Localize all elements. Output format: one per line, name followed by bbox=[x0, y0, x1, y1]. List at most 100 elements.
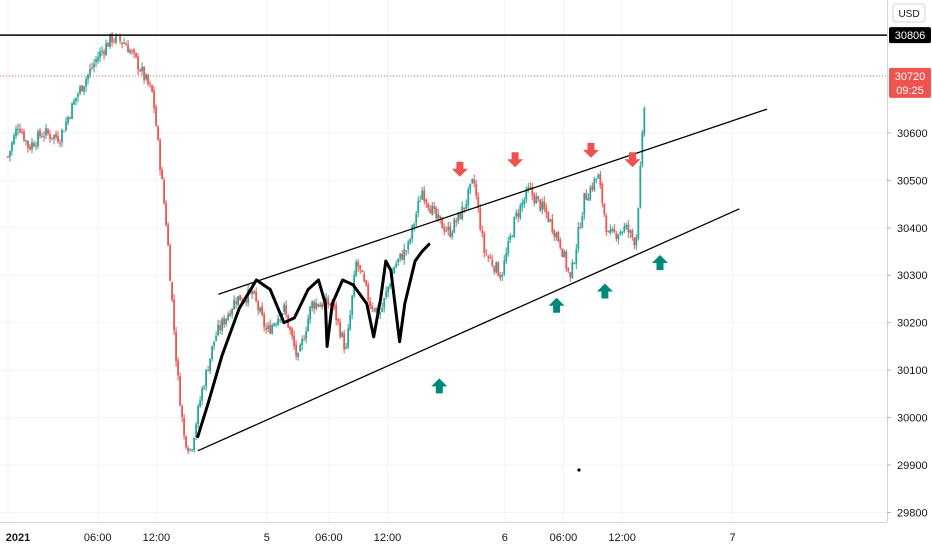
candle-body bbox=[255, 291, 258, 301]
candle-body bbox=[217, 325, 220, 335]
candle-body bbox=[501, 275, 504, 277]
candle-body bbox=[393, 267, 396, 274]
candle-body bbox=[235, 301, 238, 304]
candle-body bbox=[529, 187, 532, 189]
candle-body bbox=[67, 117, 69, 123]
candle-body bbox=[641, 132, 644, 166]
price-tick-label: 29900 bbox=[897, 460, 928, 472]
candle-body bbox=[223, 318, 226, 325]
time-axis[interactable]: 2021 06:00 12:00 5 06:00 12:00 6 06:00 12:00 7 bbox=[6, 532, 736, 544]
candle-body bbox=[567, 267, 570, 271]
candle-body bbox=[469, 183, 472, 190]
candle-body bbox=[11, 142, 13, 152]
candle-body bbox=[359, 265, 362, 270]
candle-body bbox=[271, 325, 274, 334]
candle-body bbox=[133, 49, 135, 53]
candle-body bbox=[551, 219, 554, 232]
candle-body bbox=[449, 226, 452, 237]
channel-upper-trendline bbox=[218, 108, 768, 295]
candle-body bbox=[593, 178, 596, 191]
candle-body bbox=[579, 227, 582, 229]
candle-body bbox=[193, 438, 195, 451]
candle-body bbox=[577, 227, 580, 249]
candle-body bbox=[459, 212, 462, 219]
candle-body bbox=[399, 253, 402, 259]
candle-body bbox=[229, 313, 232, 316]
candle-body bbox=[17, 128, 19, 130]
candle-body bbox=[537, 195, 540, 199]
candle-body bbox=[123, 42, 125, 44]
candle-body bbox=[465, 204, 468, 209]
candle-body bbox=[147, 74, 149, 85]
candle-body bbox=[623, 226, 626, 232]
price-axis[interactable]: 29800 29900 30000 30100 30200 30300 30400 30500… bbox=[887, 128, 928, 520]
grid-layer bbox=[0, 0, 887, 522]
candle-body bbox=[197, 405, 199, 424]
candle-body bbox=[289, 327, 292, 330]
candle-body bbox=[599, 174, 602, 186]
candle-body bbox=[423, 190, 426, 201]
candle-body bbox=[361, 270, 364, 273]
candle-body bbox=[165, 202, 167, 226]
candle-body bbox=[111, 33, 113, 43]
time-tick-label: 7 bbox=[729, 532, 735, 544]
candle-body bbox=[169, 245, 171, 281]
candle-body bbox=[305, 331, 308, 339]
time-tick-label: 5 bbox=[264, 532, 270, 544]
candle-body bbox=[207, 370, 209, 372]
price-tick-label: 30100 bbox=[897, 365, 928, 377]
candle-body bbox=[483, 233, 486, 253]
candle-body bbox=[325, 297, 328, 303]
candle-body bbox=[489, 256, 492, 259]
candle-body bbox=[321, 303, 324, 308]
candle-body bbox=[237, 296, 240, 306]
candle-body bbox=[7, 156, 9, 158]
candle-body bbox=[613, 229, 616, 232]
candle-body bbox=[265, 327, 268, 330]
candle-body bbox=[227, 314, 230, 320]
candle-body bbox=[633, 237, 636, 246]
candle-body bbox=[413, 224, 416, 227]
candle-body bbox=[105, 43, 107, 56]
candle-body bbox=[301, 338, 304, 346]
candle-body bbox=[597, 174, 600, 179]
candle-body bbox=[47, 129, 49, 134]
candle-body bbox=[429, 208, 432, 214]
drawing-layer[interactable] bbox=[196, 108, 768, 452]
candle-body bbox=[387, 286, 390, 293]
candle-body bbox=[337, 318, 340, 322]
candle-body bbox=[581, 215, 584, 228]
price-tick-label: 29800 bbox=[897, 508, 928, 520]
candle-body bbox=[493, 266, 496, 272]
candle-body bbox=[349, 314, 352, 330]
candle-body bbox=[125, 43, 127, 46]
candle-body bbox=[175, 331, 177, 362]
candle-body bbox=[445, 230, 448, 232]
candle-body bbox=[389, 283, 392, 288]
candle-body bbox=[201, 388, 203, 401]
time-tick-label: 06:00 bbox=[315, 532, 343, 544]
candle-body bbox=[363, 273, 366, 282]
candle-body bbox=[447, 226, 450, 231]
candle-body bbox=[549, 219, 552, 222]
candle-body bbox=[431, 205, 434, 215]
candle-body bbox=[81, 85, 83, 92]
candle-body bbox=[163, 180, 165, 204]
down-arrow-marker bbox=[451, 161, 468, 177]
last-price-tag: 30720 09:25 bbox=[889, 67, 931, 98]
candle-body bbox=[253, 291, 256, 294]
candle-body bbox=[619, 231, 622, 235]
time-tick-label: 6 bbox=[502, 532, 508, 544]
candle-body bbox=[177, 360, 179, 376]
candle-body bbox=[87, 74, 89, 80]
candle-body bbox=[451, 232, 454, 237]
currency-button[interactable]: USD bbox=[892, 3, 926, 23]
dot-marker bbox=[577, 468, 581, 472]
candle-body bbox=[203, 387, 205, 389]
candle-body bbox=[141, 66, 143, 72]
down-arrow-marker bbox=[507, 152, 524, 168]
candle-body bbox=[383, 298, 386, 308]
candle-body bbox=[99, 51, 101, 58]
candle-body bbox=[109, 33, 111, 47]
